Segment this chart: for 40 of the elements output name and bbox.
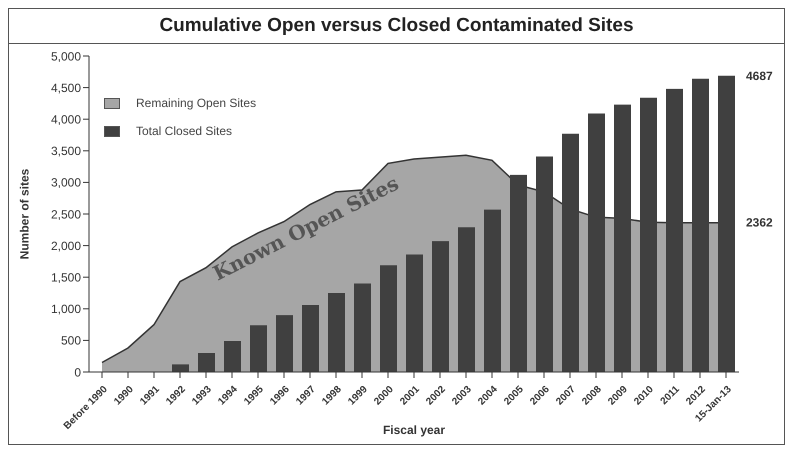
bar [536, 156, 553, 372]
legend-label: Total Closed Sites [136, 124, 232, 138]
bar [718, 76, 735, 372]
y-tick-label: 3,000 [50, 176, 82, 190]
bar [406, 254, 423, 372]
bar [614, 104, 631, 372]
y-tick-label: 0 [74, 365, 82, 380]
chart-title: Cumulative Open versus Closed Contaminated Sites [9, 9, 784, 44]
annotation: 4687 [746, 68, 774, 83]
y-tick-label: 4,000 [50, 112, 82, 126]
bar [198, 353, 215, 372]
bar [276, 315, 293, 372]
bar [432, 241, 449, 372]
bar [172, 364, 189, 372]
bar [328, 293, 345, 372]
bar [562, 134, 579, 372]
y-tick-label: 500 [60, 334, 82, 348]
bar [484, 210, 501, 372]
bar [640, 98, 657, 372]
y-tick-label: 1,000 [50, 302, 82, 316]
bar [666, 88, 683, 372]
y-axis-title: Number of sites [17, 168, 32, 260]
y-tick-label: 5,000 [50, 49, 82, 64]
bar [588, 114, 605, 372]
bar [250, 325, 267, 372]
x-axis-title: Fiscal year [382, 423, 446, 437]
y-tick-label: 2,000 [50, 238, 82, 253]
legend-label: Remaining Open Sites [136, 96, 256, 110]
y-tick-label: 2,500 [50, 207, 82, 222]
bar [692, 78, 709, 372]
bar [354, 284, 371, 372]
y-tick-label: 3,500 [50, 144, 82, 158]
bar [380, 265, 397, 372]
bar [458, 227, 475, 372]
annotation: 2362 [746, 216, 774, 230]
bar [302, 305, 319, 372]
y-tick-label: 4,500 [50, 80, 82, 95]
y-tick-label: 1,500 [50, 270, 82, 284]
bar [224, 341, 241, 372]
bar [510, 174, 527, 372]
